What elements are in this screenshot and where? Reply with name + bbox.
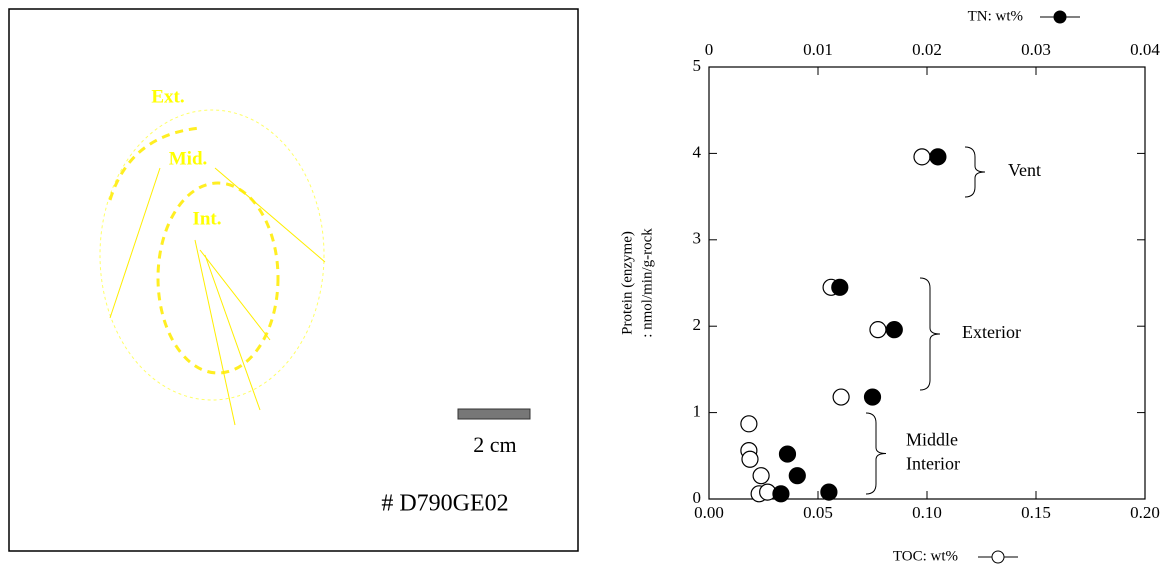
data-point — [820, 483, 838, 501]
photo-frame — [8, 8, 579, 552]
x-tick-label: 0.15 — [1021, 503, 1051, 522]
legend-symbol — [991, 550, 1005, 564]
interior-outline — [156, 181, 280, 375]
data-point — [831, 278, 849, 296]
data-point — [913, 148, 931, 166]
data-point — [740, 415, 758, 433]
x2-tick-label: 0.01 — [803, 40, 833, 59]
x-tick-label: 0.05 — [803, 503, 833, 522]
x-tick-label: 0.20 — [1130, 503, 1160, 522]
zone-label: Ext. — [151, 86, 184, 107]
annotation: Vent — [1008, 160, 1041, 180]
zone-label: Mid. — [169, 148, 208, 169]
y-tick-label: 2 — [693, 315, 702, 334]
y-tick-label: 4 — [693, 142, 702, 161]
data-point — [929, 148, 947, 166]
scatter-chart: 0.00 0.05 0.10 0.15 0.20 0 0.01 0.02 0.03 0.04 0 1 2… — [619, 8, 1160, 564]
legend-symbol — [1053, 10, 1067, 24]
y-tick-label: 5 — [693, 56, 702, 75]
zone-label: Int. — [192, 208, 221, 229]
y-tick-label: 1 — [693, 402, 702, 421]
x2-tick-label: 0.03 — [1021, 40, 1051, 59]
data-point — [869, 321, 887, 339]
scale-label: 2 cm — [473, 432, 516, 457]
x-tick-label: 0.00 — [694, 503, 724, 522]
data-point — [741, 450, 759, 468]
data-point — [778, 445, 797, 463]
middle-outline — [108, 126, 201, 201]
data-point — [788, 467, 806, 485]
sample-photo: Ext. Mid. Int. 2 cm # D790GE02 — [8, 8, 579, 552]
y-axis-label: Protein (enzyme) — [619, 231, 635, 335]
y-tick-label: 0 — [693, 488, 702, 507]
legend-label: TN: wt% — [968, 8, 1023, 24]
data-point — [832, 388, 850, 406]
brace — [964, 146, 986, 198]
data-point — [772, 485, 790, 503]
crack-lines — [109, 167, 326, 426]
y-tick-label: 3 — [693, 229, 702, 248]
exterior-outline — [99, 109, 325, 401]
annotation: Middle — [906, 430, 958, 450]
brace — [919, 277, 941, 391]
annotation: Exterior — [962, 322, 1021, 342]
data-point — [863, 388, 882, 406]
x2-tick-label: 0 — [705, 40, 714, 59]
brace — [865, 412, 887, 495]
x2-tick-label: 0.04 — [1130, 40, 1160, 59]
y-axis-label: : nmol/min/g-rock — [639, 228, 655, 338]
x-tick-label: 0.10 — [912, 503, 942, 522]
annotation: Interior — [906, 454, 960, 474]
scale-bar — [457, 408, 531, 420]
data-point — [885, 321, 903, 339]
x2-tick-label: 0.02 — [912, 40, 942, 59]
legend-label: TOC: wt% — [893, 548, 958, 564]
sample-id: # D790GE02 — [381, 491, 508, 517]
data-point — [752, 467, 770, 485]
